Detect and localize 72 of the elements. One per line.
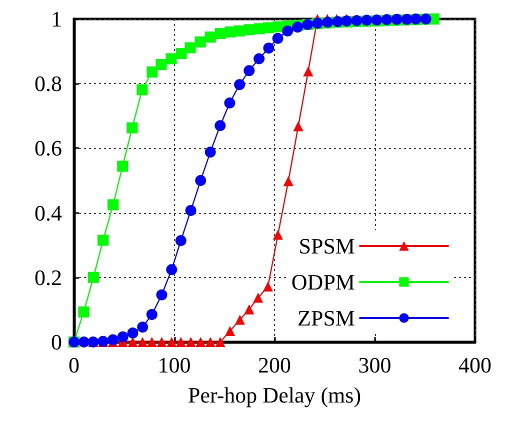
point	[166, 337, 177, 347]
point	[166, 264, 178, 276]
point	[176, 48, 187, 60]
y-tick-label: 0.8	[34, 71, 62, 96]
point	[234, 79, 246, 90]
y-tick-label: 0.6	[34, 136, 62, 161]
point	[194, 36, 206, 48]
legend-label: ODPM	[291, 270, 355, 294]
point	[146, 66, 158, 78]
point	[283, 176, 294, 186]
point	[214, 120, 226, 132]
point	[293, 121, 304, 132]
point	[138, 337, 148, 347]
point	[214, 28, 226, 40]
x-tick-label: 300	[358, 352, 392, 378]
legend-label: ZPSM	[298, 306, 355, 330]
y-tick-label: 0	[51, 330, 62, 354]
point	[146, 337, 157, 347]
point	[186, 337, 196, 347]
point	[262, 22, 274, 34]
point	[234, 314, 245, 325]
x-tick-label: 100	[158, 352, 191, 378]
point	[88, 272, 99, 283]
point	[244, 24, 255, 36]
point	[195, 175, 206, 186]
y-tick-label: 1	[51, 6, 62, 32]
x-axis-title: Per-hop Delay (ms)	[188, 382, 362, 408]
point	[128, 337, 138, 347]
point	[263, 42, 274, 54]
point	[196, 337, 206, 347]
point	[107, 334, 118, 346]
point	[204, 146, 216, 158]
point	[137, 322, 148, 333]
point	[224, 326, 235, 336]
point	[136, 84, 148, 96]
point	[254, 53, 265, 64]
point	[108, 199, 119, 210]
point	[234, 25, 245, 36]
point	[78, 306, 90, 318]
point	[175, 235, 186, 246]
y-tick-label: 0.4	[34, 200, 62, 226]
point	[156, 59, 167, 70]
point	[176, 337, 186, 347]
point	[184, 42, 196, 54]
point	[244, 65, 255, 76]
legend-label: SPSM	[298, 234, 355, 258]
point	[204, 32, 216, 43]
point	[272, 230, 283, 240]
point	[244, 304, 254, 314]
x-tick-label: 200	[258, 352, 291, 378]
point	[224, 97, 236, 108]
point	[117, 331, 128, 342]
point	[303, 66, 314, 76]
point	[272, 32, 284, 44]
point	[156, 337, 167, 347]
point	[215, 337, 226, 347]
point	[78, 336, 90, 348]
point	[126, 122, 138, 134]
point	[185, 205, 196, 216]
y-tick-label: 0.2	[34, 264, 62, 290]
point	[262, 281, 273, 292]
point	[146, 309, 158, 320]
point	[166, 53, 177, 64]
point	[117, 160, 128, 172]
point	[282, 25, 294, 36]
point	[253, 292, 264, 303]
x-tick-label: 0	[68, 352, 80, 378]
x-tick-label: 400	[458, 352, 492, 378]
point	[156, 289, 168, 300]
point	[205, 337, 216, 347]
point	[127, 327, 138, 338]
point	[98, 234, 109, 246]
